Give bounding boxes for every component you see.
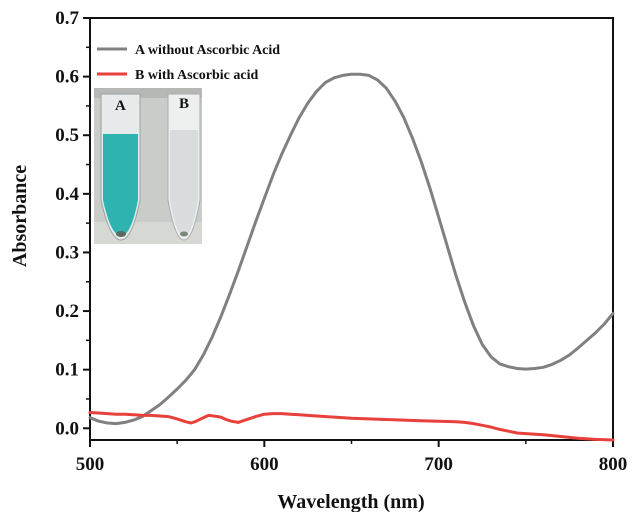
series-layer [88, 72, 615, 442]
tube-b-pellet [180, 231, 188, 237]
x-tick-label-600: 600 [250, 454, 279, 475]
x-tick-label-800: 800 [599, 454, 628, 475]
inset-photo-tubes: A B [94, 88, 202, 244]
y-tick-label-0.3: 0.3 [55, 242, 79, 263]
axis-tick-labels: 500 600 700 800 0.0 0.1 0.2 0.3 0.4 0.5 0.6 0.7 [55, 8, 627, 475]
series-line-a [88, 72, 615, 426]
legend: A without Ascorbic Acid B with Ascorbic … [97, 43, 280, 83]
y-tick-label-0.2: 0.2 [55, 301, 79, 322]
y-axis-title: Absorbance [9, 165, 31, 267]
tube-b-liquid [170, 130, 198, 236]
legend-label-series-a: A without Ascorbic Acid [135, 43, 280, 58]
tube-a-pellet [116, 231, 126, 237]
inset-shadow-band [94, 88, 202, 98]
x-tick-label-500: 500 [76, 454, 105, 475]
tube-b-label: B [179, 96, 189, 112]
y-tick-label-0: 0.0 [55, 418, 79, 439]
y-tick-label-0.7: 0.7 [55, 8, 79, 29]
y-tick-label-0.1: 0.1 [55, 360, 79, 381]
x-tick-label-700: 700 [424, 454, 453, 475]
y-tick-label-0.5: 0.5 [55, 125, 79, 146]
axis-ticks [83, 17, 614, 447]
tube-a-label: A [115, 98, 126, 114]
y-tick-label-0.6: 0.6 [55, 67, 79, 88]
x-axis-title: Wavelength (nm) [277, 491, 424, 512]
y-tick-label-0.4: 0.4 [55, 184, 79, 205]
legend-label-series-b: B with Ascorbic acid [135, 68, 258, 83]
series-line-b [88, 411, 615, 442]
tube-a-liquid [103, 134, 138, 236]
